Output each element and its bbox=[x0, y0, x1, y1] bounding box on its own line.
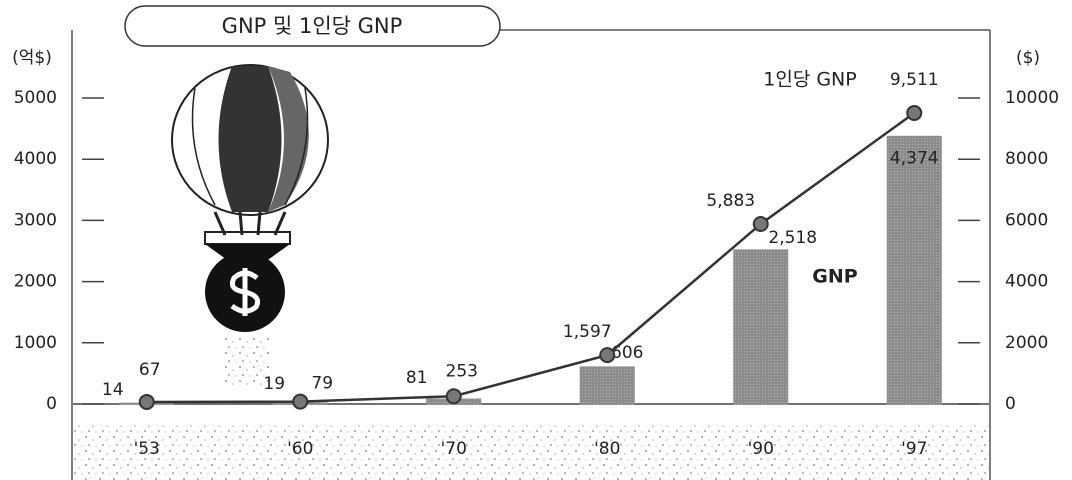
bar-value-label: 81 bbox=[406, 368, 428, 388]
line-value-label: 67 bbox=[139, 360, 161, 380]
bar-value-label: 14 bbox=[102, 380, 124, 400]
x-tick-label: '97 bbox=[901, 439, 927, 459]
y2-axis-title: ($) bbox=[1016, 48, 1040, 68]
y2-tick-label: 2000 bbox=[1005, 333, 1048, 353]
line-value-label: 9,511 bbox=[890, 70, 939, 90]
y-tick-label: 2000 bbox=[14, 272, 57, 292]
chart-title: GNP 및 1인당 GNP bbox=[222, 14, 403, 38]
y2-tick-label: 6000 bbox=[1005, 210, 1048, 230]
line-value-label: 79 bbox=[311, 374, 333, 394]
bar-value-label: 4,374 bbox=[890, 148, 939, 168]
line-marker bbox=[599, 347, 616, 364]
bar bbox=[886, 135, 942, 405]
line bbox=[146, 111, 915, 404]
bar-value-label: 606 bbox=[611, 343, 643, 363]
line-marker bbox=[906, 104, 923, 121]
bar-value-label: 2,518 bbox=[768, 228, 817, 248]
line-marker bbox=[752, 215, 769, 232]
series-label: GNP bbox=[812, 266, 857, 288]
y2-tick-label: 0 bbox=[1005, 394, 1016, 414]
y2-tick-label: 8000 bbox=[1005, 149, 1048, 169]
x-tick-label: '80 bbox=[594, 439, 620, 459]
series-label: 1인당 GNP bbox=[763, 69, 856, 91]
x-tick-label: '53 bbox=[134, 439, 160, 459]
line-value-label: 253 bbox=[446, 361, 478, 381]
bar bbox=[733, 249, 789, 405]
bar bbox=[579, 366, 635, 405]
x-tick-label: '70 bbox=[441, 439, 467, 459]
y-tick-label: 1000 bbox=[14, 333, 57, 353]
balloon-illustration bbox=[171, 64, 329, 385]
y-tick-label: 5000 bbox=[14, 88, 57, 108]
x-tick-label: '60 bbox=[287, 439, 313, 459]
line-value-label: 1,597 bbox=[563, 322, 612, 342]
bar-value-label: 19 bbox=[263, 374, 285, 394]
line-marker bbox=[138, 393, 155, 410]
y-tick-label: 4000 bbox=[14, 149, 57, 169]
y-tick-label: 0 bbox=[46, 394, 57, 414]
title-box bbox=[124, 5, 501, 47]
line-marker bbox=[445, 388, 462, 405]
y2-tick-label: 10000 bbox=[1005, 88, 1059, 108]
y-tick-label: 3000 bbox=[14, 210, 57, 230]
line-marker bbox=[292, 393, 309, 410]
ground-texture bbox=[73, 425, 989, 480]
x-tick-label: '90 bbox=[748, 439, 774, 459]
line-value-label: 5,883 bbox=[706, 191, 755, 211]
y2-tick-label: 4000 bbox=[1005, 272, 1048, 292]
y-axis-title: (억$) bbox=[12, 48, 52, 68]
